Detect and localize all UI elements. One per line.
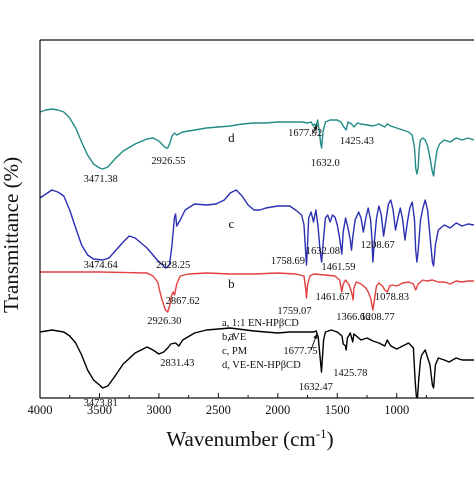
x-tick-label: 4000 — [28, 403, 53, 417]
x-axis-title-main: Wavenumber (cm — [166, 427, 315, 451]
peak-label: 1078.83 — [375, 292, 409, 303]
peak-label: 1425.43 — [340, 136, 374, 147]
x-tick-label: 2000 — [265, 403, 290, 417]
x-tick-label: 1500 — [325, 403, 350, 417]
peak-label: 2831.43 — [160, 358, 194, 369]
peak-label: 1758.69 — [271, 256, 305, 267]
legend-item: c, PM — [222, 346, 248, 357]
spectrum-c — [40, 190, 474, 268]
x-axis-title-close: ) — [327, 427, 334, 451]
peak-label: 2928.25 — [156, 260, 190, 271]
peak-label: 3471.38 — [84, 174, 118, 185]
legend-item: a, 1:1 EN-HPβCD — [222, 318, 299, 329]
curve-label-d: d — [228, 130, 235, 145]
x-tick-label: 2500 — [206, 403, 231, 417]
peak-label: 2926.30 — [147, 316, 181, 327]
peak-label: 1632.08 — [306, 246, 340, 257]
curve-label-c: c — [229, 216, 235, 231]
x-axis-title-sup: -1 — [316, 426, 327, 441]
peak-label: 2926.55 — [151, 156, 185, 167]
x-tick-label: 1000 — [384, 403, 409, 417]
peak-label: 1632.47 — [299, 382, 333, 393]
peak-label: 3474.64 — [84, 260, 119, 271]
peak-label: 1208.77 — [361, 312, 395, 323]
legend-item: d, VE-EN-HPβCD — [222, 360, 301, 371]
annotation-group: abcd3473.812831.431677.751632.471425.782… — [84, 125, 409, 409]
peak-label: 1461.67 — [315, 292, 349, 303]
x-tick-label: 3000 — [146, 403, 171, 417]
peak-label: 2867.62 — [166, 296, 200, 307]
spectra-group — [40, 109, 474, 398]
peak-label: 1632.0 — [311, 158, 340, 169]
peak-label: 1425.78 — [333, 368, 367, 379]
legend-item: b, VE — [222, 332, 246, 343]
peak-label: 1461.59 — [321, 262, 355, 273]
x-axis-title: Wavenumber (cm-1) — [166, 426, 333, 451]
y-axis-title: Transmittance (%) — [0, 157, 23, 313]
curve-label-b: b — [228, 276, 235, 291]
x-tick-label: 3500 — [87, 403, 112, 417]
peak-arrowhead — [313, 334, 317, 339]
spectrum-d — [40, 109, 474, 176]
peak-label: 1208.67 — [361, 240, 395, 251]
peak-label: 1677.92 — [288, 128, 322, 139]
peak-label: 1759.07 — [277, 306, 311, 317]
